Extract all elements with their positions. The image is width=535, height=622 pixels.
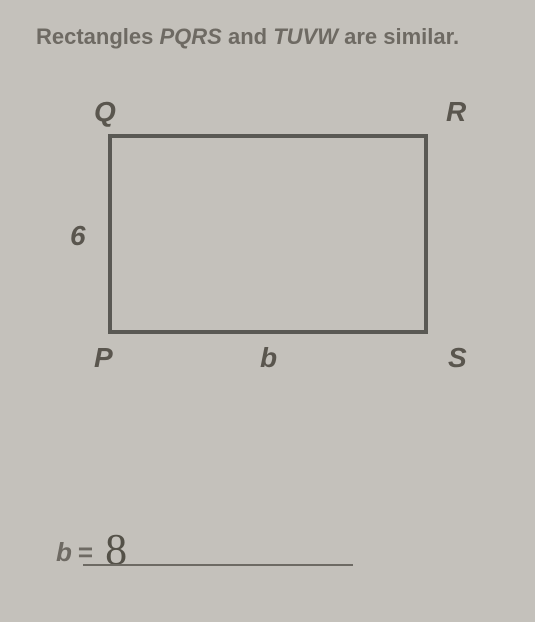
answer-blank-line <box>83 564 353 566</box>
problem-statement: Rectangles PQRS and TUVW are similar. <box>36 24 499 50</box>
answer-line: b = 8 <box>56 524 353 568</box>
side-label-bottom: b <box>260 342 277 374</box>
answer-wrap: b = 8 <box>56 524 353 568</box>
text-prefix: Rectangles <box>36 24 160 49</box>
vertex-q: Q <box>94 96 116 128</box>
geometry-figure: Q R P S 6 b <box>60 98 480 398</box>
rect-name-2: TUVW <box>273 24 338 49</box>
answer-variable: b <box>56 537 72 568</box>
vertex-r: R <box>446 96 466 128</box>
rect-name-1: PQRS <box>160 24 222 49</box>
vertex-p: P <box>94 342 113 374</box>
vertex-s: S <box>448 342 467 374</box>
side-label-left: 6 <box>70 220 86 252</box>
text-mid: and <box>222 24 273 49</box>
rectangle-pqrs <box>108 134 428 334</box>
worksheet-page: Rectangles PQRS and TUVW are similar. Q … <box>0 0 535 622</box>
text-suffix: are similar. <box>338 24 459 49</box>
